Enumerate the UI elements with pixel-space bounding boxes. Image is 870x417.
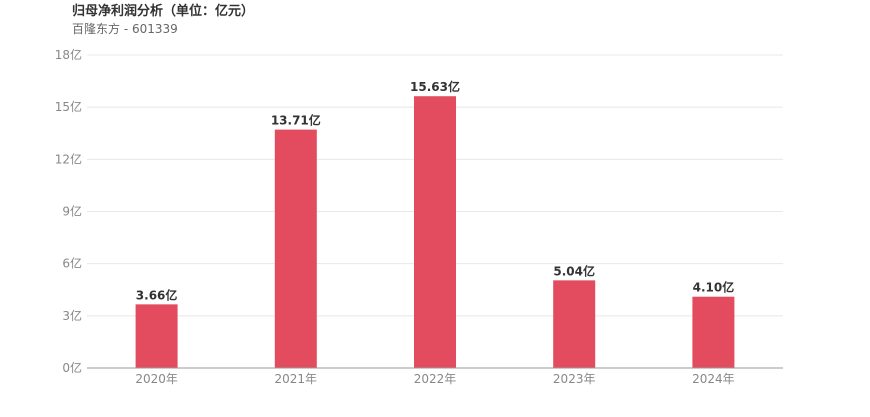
y-tick-label: 18亿 [55, 47, 82, 62]
bar-value-label: 3.66亿 [136, 287, 178, 302]
bar-value-label: 15.63亿 [410, 79, 460, 94]
chart-subtitle: 百隆东方 - 601339 [72, 22, 178, 36]
bar [414, 96, 456, 368]
bar [553, 280, 596, 368]
chart-title: 归母净利润分析（单位：亿元） [72, 4, 255, 19]
y-tick-label: 3亿 [62, 308, 82, 323]
x-tick-label: 2020年 [135, 372, 178, 386]
y-axis: 0亿 3亿 6亿 9亿 12亿 15亿 18亿 [55, 47, 82, 375]
bar [135, 304, 178, 368]
bar-value-label: 5.04亿 [553, 263, 595, 278]
data-labels: 3.66亿 13.71亿 15.63亿 5.04亿 4.10亿 [136, 79, 734, 302]
bar-value-label: 13.71亿 [271, 113, 321, 128]
bars [135, 96, 735, 368]
x-tick-label: 2024年 [692, 372, 735, 386]
bar-value-label: 4.10亿 [693, 280, 735, 295]
x-axis: 2020年 2021年 2022年 2023年 2024年 [87, 367, 783, 386]
y-tick-label: 15亿 [55, 99, 82, 114]
y-tick-label: 9亿 [62, 204, 82, 219]
x-tick-label: 2022年 [414, 372, 457, 386]
x-tick-label: 2023年 [553, 372, 596, 386]
y-tick-label: 12亿 [55, 151, 82, 166]
x-tick-label: 2021年 [275, 372, 318, 386]
bar [692, 296, 735, 368]
bar [274, 129, 317, 368]
y-tick-label: 6亿 [62, 256, 82, 271]
y-tick-label: 0亿 [62, 360, 82, 375]
